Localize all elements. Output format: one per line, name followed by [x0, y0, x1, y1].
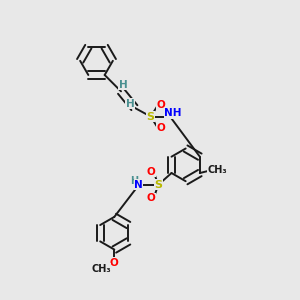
- Text: O: O: [147, 193, 156, 203]
- Text: O: O: [147, 167, 156, 176]
- Text: CH₃: CH₃: [207, 165, 227, 175]
- Text: H: H: [130, 176, 138, 186]
- Text: O: O: [156, 124, 165, 134]
- Text: O: O: [156, 100, 165, 110]
- Text: NH: NH: [164, 108, 182, 118]
- Text: CH₃: CH₃: [91, 264, 111, 274]
- Text: H: H: [126, 99, 134, 109]
- Text: S: S: [147, 112, 155, 122]
- Text: O: O: [110, 258, 119, 268]
- Text: H: H: [119, 80, 128, 90]
- Text: S: S: [154, 180, 162, 190]
- Text: N: N: [134, 180, 143, 190]
